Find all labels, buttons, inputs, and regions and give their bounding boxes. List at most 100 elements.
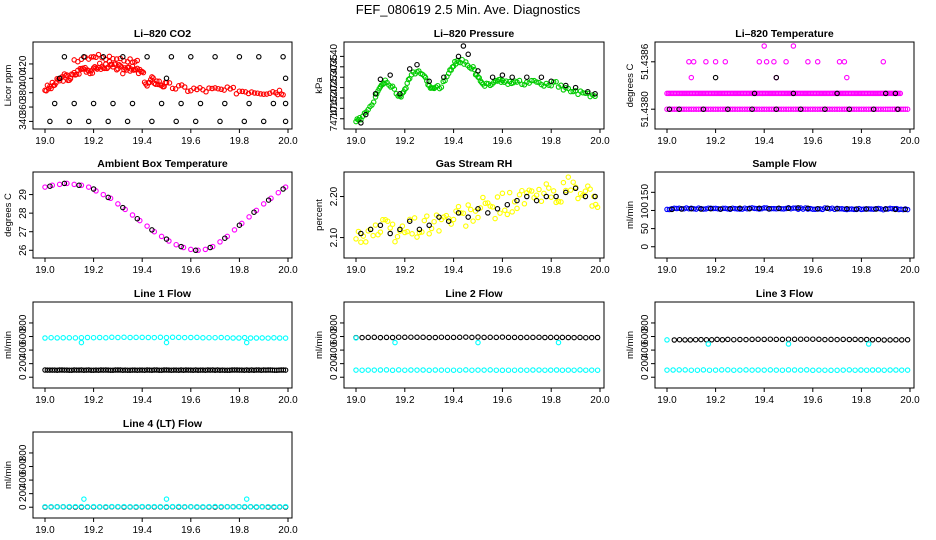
line3-flow-ytick-label: 800 xyxy=(640,314,651,331)
li820-pressure-reference-point xyxy=(563,82,569,89)
line3-flow-reference-point xyxy=(863,336,870,343)
li820-co2-ytick-label: 400 xyxy=(18,70,29,87)
gas-stream-rh-bulk-point xyxy=(458,210,464,216)
gas-stream-rh-bulk-point xyxy=(514,205,520,212)
gas-stream-rh-xtick-label: 19.2 xyxy=(395,265,415,276)
line3-flow-reference-point xyxy=(785,336,792,342)
gas-stream-rh-reference-point xyxy=(485,210,491,216)
gas-stream-rh-reference-point xyxy=(455,210,462,216)
li820-co2-bulk-point xyxy=(267,90,273,97)
li820-co2-high-point xyxy=(75,58,81,65)
gas-stream-rh-bulk-point xyxy=(387,225,393,231)
gas-stream-rh-bulk-point xyxy=(555,198,562,205)
li820-temperature-top-point xyxy=(844,74,850,81)
li820-pressure-ytick-label: 74.10 xyxy=(329,106,340,131)
line4-flow-ytick-label: 200 xyxy=(18,485,29,502)
line3-flow-xtick-label: 19.0 xyxy=(657,395,677,406)
gas-stream-rh-bulk-point xyxy=(550,188,557,194)
line2-flow-reference-point xyxy=(493,334,500,341)
li820-co2-points xyxy=(42,51,289,125)
sample-flow-bulk-point xyxy=(763,205,770,211)
li820-pressure-reference-point xyxy=(426,78,432,85)
li820-co2-xtick-label: 19.0 xyxy=(35,136,55,147)
line2-flow-reference-point xyxy=(463,334,469,340)
line4-flow-spikes-point xyxy=(81,496,87,502)
li820-temperature-reference-point xyxy=(822,106,828,112)
ambient-box-temp-reference-point xyxy=(222,235,228,241)
line2-flow-reference-point xyxy=(505,334,512,341)
gas-stream-rh-bulk-point xyxy=(487,203,493,209)
li820-co2-reference-point xyxy=(236,54,243,60)
line1-flow-main-point xyxy=(133,334,139,341)
li820-co2-bulk-point xyxy=(84,67,91,73)
line1-flow-main-point xyxy=(66,335,73,341)
sample-flow-reference-point xyxy=(834,205,840,212)
line4-flow-main-point xyxy=(276,503,283,510)
gas-stream-rh-bulk-point xyxy=(394,233,401,240)
line3-flow-main-point xyxy=(791,367,798,373)
ambient-box-temp-bulk-point xyxy=(209,243,216,250)
line3-flow-main-point xyxy=(828,367,834,374)
li820-pressure-reference-point xyxy=(455,53,462,60)
line1-flow-ytick-label: 0 xyxy=(18,374,29,380)
gas-stream-rh-xtick-label: 20.0 xyxy=(590,265,610,276)
line3-flow-main-point xyxy=(887,367,893,373)
line4-flow-main-point xyxy=(282,503,289,510)
line2-flow-reference-point xyxy=(432,334,439,341)
line1-flow-main-point xyxy=(181,334,188,341)
line1-flow-main-point xyxy=(282,335,289,341)
line1-flow-main-point xyxy=(127,334,133,341)
li820-co2-bulk-point xyxy=(280,92,286,98)
line2-flow-main-point xyxy=(530,367,536,373)
line2-flow-main-point xyxy=(588,367,595,373)
line1-flow-main-point xyxy=(163,334,170,341)
sample-flow-ytick-label: 150 xyxy=(640,184,651,201)
line4-flow-points xyxy=(42,496,289,510)
gas-stream-rh-ylabel: percent xyxy=(314,199,325,231)
li820-co2-bulk-point xyxy=(251,90,258,96)
line1-flow-points xyxy=(42,334,289,373)
ambient-box-temp-xtick-label: 19.0 xyxy=(35,265,55,276)
li820-co2-reference-point xyxy=(105,118,111,125)
line4-flow-main-point xyxy=(169,503,176,510)
li820-co2-ytick-label: 380 xyxy=(18,84,29,101)
li820-co2-bulk-point xyxy=(139,68,145,75)
gas-stream-rh-bulk-point xyxy=(463,223,469,229)
gas-stream-rh-bulk-point xyxy=(455,203,462,210)
sample-flow-reference-point xyxy=(805,205,811,212)
sample-flow-reference-point xyxy=(892,206,899,213)
li820-pressure-reference-point xyxy=(548,78,554,85)
li820-co2-xtick-label: 19.6 xyxy=(181,136,201,147)
line3-flow-frame xyxy=(654,301,915,389)
line3-flow-main-point xyxy=(822,367,828,373)
line3-flow-ytick-label: 400 xyxy=(640,341,651,358)
gas-stream-rh-bulk-point xyxy=(560,179,567,186)
li820-co2-reference-point xyxy=(66,118,73,125)
gas-stream-rh-bulk-point xyxy=(489,204,496,210)
li820-co2-xtick-label: 19.4 xyxy=(132,136,152,147)
line1-flow-xtick-label: 20.0 xyxy=(278,395,298,406)
line2-flow-reference-point xyxy=(450,334,457,341)
li820-temperature-xtick-label: 19.8 xyxy=(852,136,872,147)
line2-flow-ytick-label: 200 xyxy=(329,355,340,372)
line4-flow-main-point xyxy=(139,503,145,510)
line3-flow-points xyxy=(664,336,911,374)
li820-pressure-xtick-label: 20.0 xyxy=(590,136,610,147)
sample-flow-reference-point xyxy=(746,205,753,212)
li820-pressure-bulk-point xyxy=(399,90,406,96)
line1-flow-main-point xyxy=(212,334,218,341)
gas-stream-rh-bulk-point xyxy=(519,187,525,194)
li820-pressure-title: Li–820 Pressure xyxy=(434,28,515,40)
sample-flow-reference-point xyxy=(756,205,763,212)
li820-temperature-reference-point xyxy=(797,106,804,112)
li820-pressure-bulk-point xyxy=(381,80,387,87)
gas-stream-rh-bulk-point xyxy=(358,239,364,245)
gas-stream-rh-bulk-point xyxy=(436,228,442,234)
gas-stream-rh-bulk-point xyxy=(570,179,576,185)
li820-pressure-bulk-point xyxy=(403,85,409,91)
gas-stream-rh-reference-point xyxy=(358,230,364,237)
gas-stream-rh-bulk-point xyxy=(587,186,593,192)
gas-stream-rh-bulk-point xyxy=(411,215,418,221)
sample-flow-ytick-label: 50 xyxy=(640,223,651,235)
line4-flow-main-point xyxy=(200,504,206,510)
